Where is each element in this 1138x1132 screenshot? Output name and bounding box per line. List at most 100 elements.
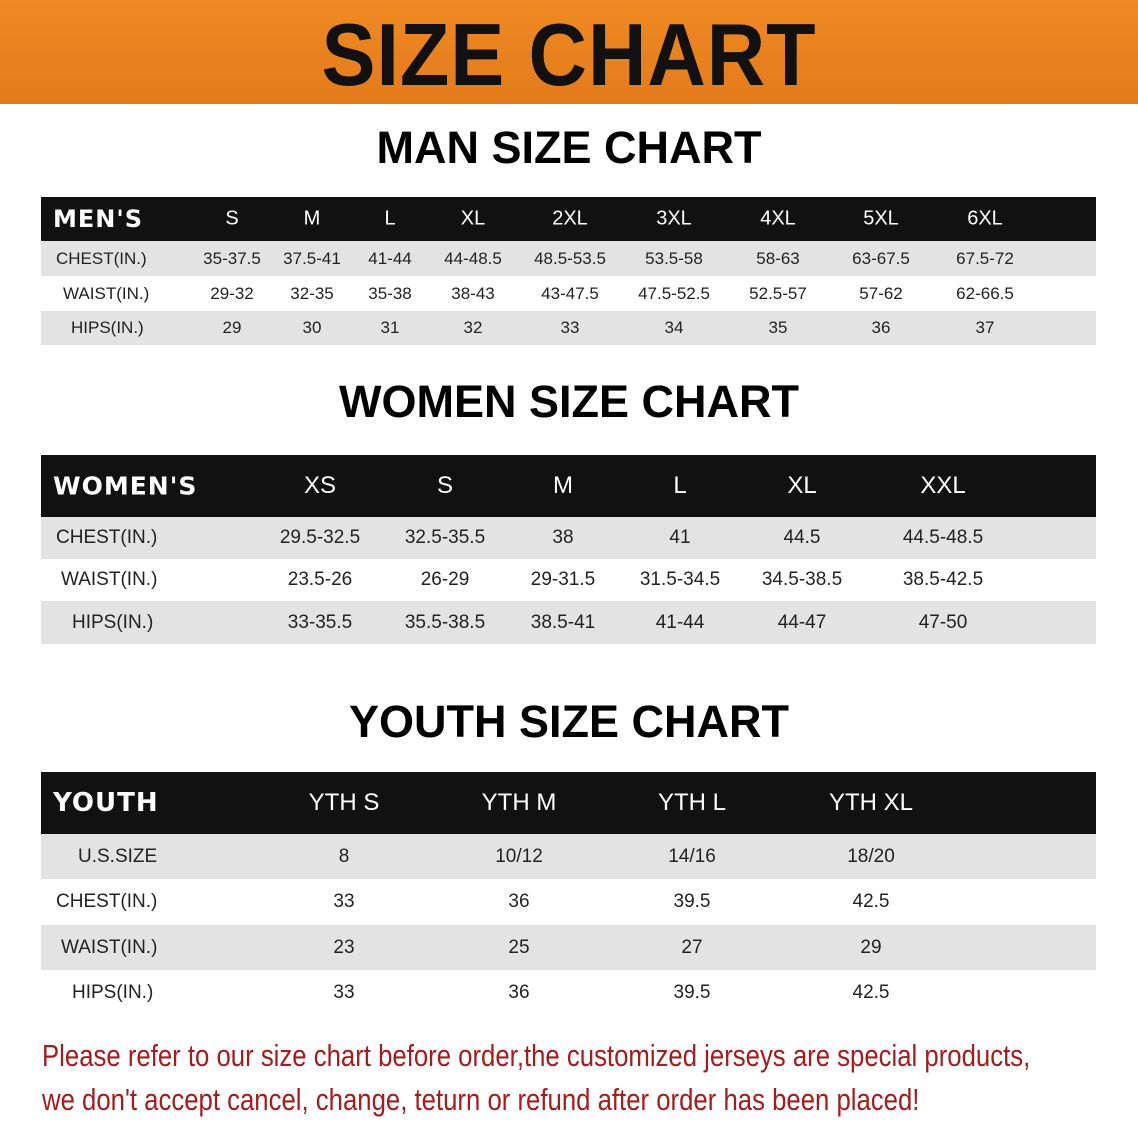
- table-cell: 8: [338, 845, 350, 867]
- notice-line-2: we don't accept cancel, change, teturn o…: [42, 1082, 920, 1117]
- table-cell: 63-67.5: [852, 248, 910, 268]
- row-label: WAIST(IN.): [61, 936, 158, 958]
- row-label: HIPS(IN.): [71, 318, 144, 337]
- women-section-title: WOMEN SIZE CHART: [339, 376, 799, 427]
- size-header: XS: [303, 472, 337, 499]
- size-header: 6XL: [967, 207, 1003, 230]
- table-row: HIPS(IN.) 29 30 31 32 33 34 35 36 37: [41, 311, 1096, 345]
- youth-header-row: YOUTH YTH S YTH M YTH L YTH XL: [41, 772, 1096, 834]
- row-label: WAIST(IN.): [61, 569, 158, 590]
- banner: SIZE CHART: [0, 0, 1138, 104]
- women-header-row: WOMEN'S XS S M L XL XXL: [41, 455, 1096, 517]
- table-cell: 43-47.5: [541, 283, 599, 303]
- table-cell: 58-63: [756, 248, 800, 268]
- youth-size-table: YOUTH YTH S YTH M YTH L YTH XL U.S.SIZE 8 10/12…: [41, 772, 1096, 1015]
- size-header: XL: [460, 207, 486, 230]
- table-row: CHEST(IN.) 35-37.5 37.5-41 41-44 44-48.5 48.5…: [41, 241, 1096, 276]
- table-cell: 31.5-34.5: [639, 569, 721, 590]
- table-cell: 30: [302, 318, 322, 337]
- table-cell: 35.5-38.5: [404, 611, 486, 633]
- row-label: HIPS(IN.): [72, 981, 154, 1003]
- table-cell: 36: [508, 891, 530, 912]
- row-label: CHEST(IN.): [56, 248, 147, 268]
- size-header: L: [384, 207, 396, 230]
- row-label: CHEST(IN.): [56, 527, 158, 548]
- table-cell: 29: [860, 936, 882, 958]
- table-cell: 47-50: [918, 611, 968, 633]
- table-cell: 38.5-42.5: [902, 569, 984, 590]
- table-cell: 52.5-57: [749, 283, 807, 303]
- size-header: 4XL: [760, 207, 796, 230]
- header-label: MEN'S: [53, 205, 143, 233]
- table-row: WAIST(IN.) 29-32 32-35 35-38 38-43 43-47.5 47.…: [41, 276, 1096, 311]
- header-label: YOUTH: [53, 788, 159, 818]
- table-cell: 29-31.5: [530, 569, 596, 590]
- table-cell: 38: [552, 527, 574, 548]
- table-cell: 44.5: [783, 527, 821, 548]
- table-cell: 33: [333, 981, 355, 1003]
- table-cell: 39.5: [673, 981, 711, 1003]
- table-cell: 34: [664, 318, 684, 337]
- size-header: L: [673, 472, 687, 499]
- table-cell: 35: [768, 318, 788, 337]
- size-header: YTH M: [481, 789, 557, 816]
- size-header: 5XL: [863, 207, 899, 230]
- table-cell: 32-35: [290, 283, 334, 303]
- table-cell: 34.5-38.5: [761, 569, 843, 590]
- table-cell: 23: [333, 936, 355, 958]
- table-row: WAIST(IN.) 23.5-26 26-29 29-31.5 31.5-34.5 34…: [41, 559, 1096, 601]
- table-cell: 42.5: [852, 981, 890, 1003]
- table-cell: 44.5-48.5: [902, 527, 984, 548]
- table-cell: 38-43: [451, 283, 495, 303]
- size-header: S: [225, 207, 239, 230]
- table-cell: 38.5-41: [530, 611, 596, 633]
- women-size-table: WOMEN'S XS S M L XL XXL CHEST(IN.) 29.5-32.5 32.5…: [41, 455, 1096, 644]
- size-header: YTH L: [657, 789, 727, 816]
- table-cell: 44-47: [777, 611, 827, 633]
- table-cell: 25: [508, 936, 530, 958]
- table-cell: 37: [975, 318, 995, 337]
- table-cell: 10/12: [495, 845, 543, 867]
- table-cell: 18/20: [847, 845, 895, 867]
- notice-line-1: Please refer to our size chart before or…: [42, 1038, 1031, 1073]
- table-cell: 41: [669, 527, 691, 548]
- table-cell: 36: [871, 318, 891, 337]
- table-cell: 33-35.5: [287, 611, 353, 633]
- table-cell: 27: [681, 936, 703, 958]
- size-header: 2XL: [552, 207, 588, 230]
- men-size-table: MEN'S S M L XL 2XL 3XL 4XL 5XL 6XL CHEST(IN.) 35-37…: [41, 197, 1096, 345]
- table-cell: 37.5-41: [283, 248, 341, 268]
- table-cell: 53.5-58: [645, 248, 703, 268]
- table-cell: 33: [333, 891, 355, 912]
- table-cell: 32.5-35.5: [404, 527, 486, 548]
- table-cell: 42.5: [852, 891, 890, 912]
- table-cell: 36: [508, 981, 530, 1003]
- row-label: WAIST(IN.): [63, 283, 150, 303]
- table-cell: 67.5-72: [956, 248, 1014, 268]
- table-cell: 23.5-26: [287, 569, 353, 590]
- table-cell: 35-37.5: [203, 248, 261, 268]
- row-label: CHEST(IN.): [56, 891, 158, 912]
- table-row: HIPS(IN.) 33-35.5 35.5-38.5 38.5-41 41-44 44-…: [41, 601, 1096, 644]
- row-label: HIPS(IN.): [72, 611, 154, 633]
- banner-title: SIZE CHART: [321, 5, 817, 104]
- table-row: HIPS(IN.) 33 36 39.5 42.5: [41, 970, 1096, 1015]
- size-header: 3XL: [656, 207, 692, 230]
- table-row: CHEST(IN.) 33 36 39.5 42.5: [41, 879, 1096, 925]
- table-cell: 44-48.5: [444, 248, 502, 268]
- size-header: YTH XL: [828, 789, 914, 816]
- table-cell: 47.5-52.5: [638, 283, 710, 303]
- table-row: U.S.SIZE 8 10/12 14/16 18/20: [41, 834, 1096, 879]
- table-cell: 31: [380, 318, 400, 337]
- table-cell: 32: [463, 318, 483, 337]
- table-cell: 35-38: [368, 283, 412, 303]
- table-cell: 41-44: [368, 248, 412, 268]
- men-header-row: MEN'S S M L XL 2XL 3XL 4XL 5XL 6XL: [41, 197, 1096, 241]
- size-header: M: [303, 207, 321, 230]
- table-cell: 48.5-53.5: [534, 248, 606, 268]
- table-cell: 41-44: [655, 611, 705, 633]
- size-header: XXL: [920, 472, 966, 499]
- table-cell: 62-66.5: [956, 283, 1014, 303]
- table-cell: 26-29: [420, 569, 470, 590]
- size-header: XL: [787, 472, 817, 499]
